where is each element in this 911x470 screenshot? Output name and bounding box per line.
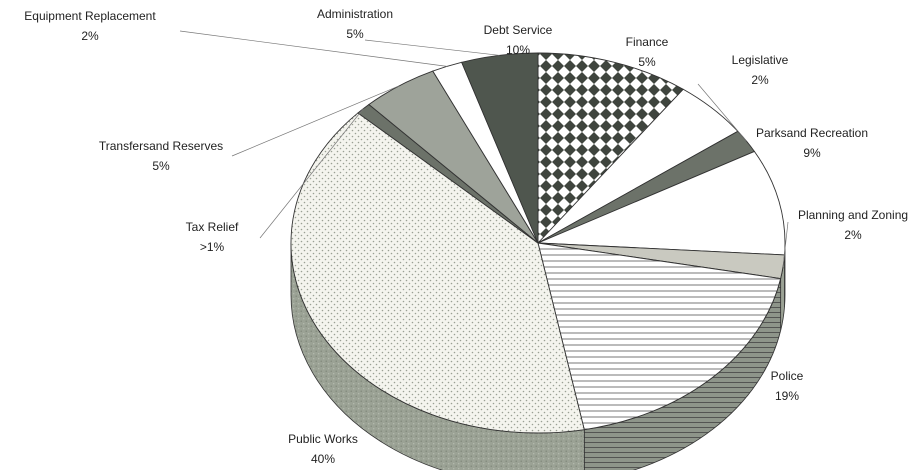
slice-value-1: 5% <box>638 55 656 69</box>
leader-line-8 <box>231 85 400 157</box>
slice-label-10: Administration <box>317 7 393 21</box>
slice-value-6: 40% <box>311 452 335 466</box>
slice-value-9: 2% <box>81 29 99 43</box>
slice-value-7: >1% <box>200 240 225 254</box>
slice-value-8: 5% <box>152 159 170 173</box>
slice-value-10: 5% <box>346 27 364 41</box>
leader-line-10 <box>364 39 500 56</box>
slice-value-0: 10% <box>506 43 530 57</box>
leader-line-4 <box>782 221 789 267</box>
slice-label-6: Public Works <box>288 432 358 446</box>
leader-lines <box>179 30 789 267</box>
slice-label-2: Legislative <box>732 53 789 67</box>
slice-label-7: Tax Relief <box>186 220 239 234</box>
leader-line-9 <box>179 30 448 67</box>
leader-line-2 <box>697 83 747 142</box>
slice-10 <box>461 52 539 244</box>
slice-6 <box>290 112 585 434</box>
slice-label-3: Parksand Recreation <box>756 126 868 140</box>
slice-value-5: 19% <box>775 389 799 403</box>
slice-0 <box>537 52 684 245</box>
leader-line-7 <box>259 108 364 239</box>
pie-slices <box>290 52 786 434</box>
slice-label-8: Transfersand Reserves <box>99 139 223 153</box>
slice-value-4: 2% <box>844 228 862 242</box>
slice-value-3: 9% <box>803 146 821 160</box>
slice-label-0: Debt Service <box>484 23 553 37</box>
slice-label-1: Finance <box>626 35 669 49</box>
slice-label-5: Police <box>771 369 804 383</box>
slice-value-2: 2% <box>751 73 769 87</box>
slice-5 <box>537 242 782 431</box>
slice-label-4: Planning and Zoning <box>798 208 908 222</box>
slice-label-9: Equipment Replacement <box>24 9 156 23</box>
slice-labels: Debt Service 10% Finance 5% Legislative 2% Par… <box>24 7 908 466</box>
